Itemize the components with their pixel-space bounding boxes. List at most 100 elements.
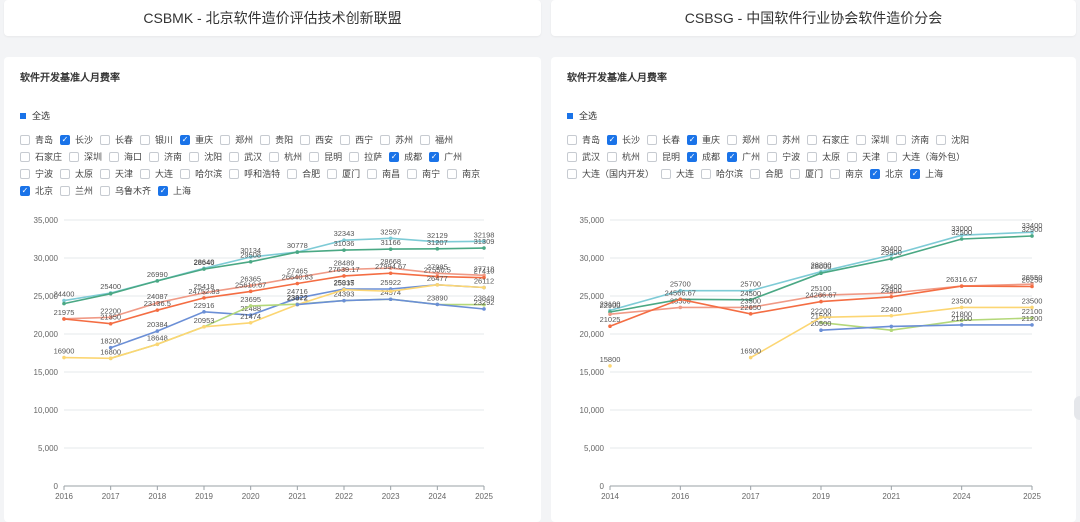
legend-item[interactable]: 南昌 bbox=[367, 167, 400, 180]
checkbox-icon[interactable] bbox=[767, 134, 778, 145]
checkbox-icon[interactable] bbox=[830, 168, 841, 179]
checkbox-checked-icon[interactable]: ✓ bbox=[607, 134, 618, 145]
data-point[interactable] bbox=[108, 345, 113, 350]
data-point[interactable] bbox=[342, 238, 346, 242]
legend-item[interactable]: ✓ 成都 bbox=[389, 150, 422, 163]
data-point[interactable] bbox=[155, 279, 160, 283]
legend-item[interactable]: ✓ 上海 bbox=[910, 167, 943, 180]
checkbox-icon[interactable] bbox=[647, 151, 658, 162]
legend-item[interactable]: 天津 bbox=[100, 167, 133, 180]
select-all-toggle[interactable]: 全选 bbox=[20, 109, 50, 122]
checkbox-icon[interactable] bbox=[349, 151, 360, 162]
checkbox-icon[interactable] bbox=[300, 134, 311, 145]
data-point[interactable] bbox=[435, 283, 440, 287]
data-point[interactable] bbox=[248, 259, 253, 264]
data-point[interactable] bbox=[1030, 305, 1034, 310]
legend-item[interactable]: ✓ 长沙 bbox=[607, 133, 640, 146]
data-point[interactable] bbox=[748, 288, 753, 293]
data-point[interactable] bbox=[482, 246, 486, 250]
data-point[interactable] bbox=[342, 298, 346, 303]
checkbox-icon[interactable] bbox=[260, 134, 271, 145]
data-point[interactable] bbox=[748, 312, 753, 316]
legend-item[interactable]: 宁波 bbox=[767, 150, 800, 163]
legend-item[interactable]: 昆明 bbox=[309, 150, 342, 163]
checkbox-checked-icon[interactable]: ✓ bbox=[180, 134, 191, 145]
data-point[interactable] bbox=[482, 302, 486, 307]
data-point[interactable] bbox=[608, 324, 612, 329]
series-广州[interactable]: 22200 24087 25418 26365 27465 28489 28668 27985… bbox=[62, 257, 494, 321]
data-point[interactable] bbox=[155, 329, 160, 333]
data-point[interactable] bbox=[819, 320, 823, 325]
legend-item[interactable]: 石家庄 bbox=[807, 133, 849, 146]
checkbox-icon[interactable] bbox=[60, 168, 71, 179]
data-point[interactable] bbox=[819, 328, 823, 333]
checkbox-icon[interactable] bbox=[807, 151, 818, 162]
checkbox-icon[interactable] bbox=[420, 134, 431, 145]
checkbox-checked-icon[interactable]: ✓ bbox=[158, 185, 169, 196]
data-point[interactable] bbox=[62, 301, 66, 306]
data-point[interactable] bbox=[248, 313, 253, 317]
data-point[interactable] bbox=[959, 318, 964, 323]
checkbox-icon[interactable] bbox=[607, 151, 618, 162]
data-point[interactable] bbox=[1030, 230, 1034, 234]
checkbox-icon[interactable] bbox=[727, 134, 738, 145]
data-point[interactable] bbox=[388, 247, 393, 251]
checkbox-icon[interactable] bbox=[309, 151, 320, 162]
checkbox-icon[interactable] bbox=[269, 151, 280, 162]
data-point[interactable] bbox=[108, 315, 113, 320]
legend-item[interactable]: 长春 bbox=[100, 133, 133, 146]
legend-item[interactable]: 武汉 bbox=[229, 150, 262, 163]
data-point[interactable] bbox=[889, 313, 894, 318]
checkbox-icon[interactable] bbox=[287, 168, 298, 179]
checkbox-icon[interactable] bbox=[767, 151, 778, 162]
legend-item[interactable]: ✓ 重庆 bbox=[687, 133, 720, 146]
legend-item[interactable]: 杭州 bbox=[269, 150, 302, 163]
data-point[interactable] bbox=[342, 267, 346, 272]
data-point[interactable] bbox=[295, 302, 300, 307]
data-point[interactable] bbox=[678, 305, 683, 310]
legend-item[interactable]: 大连（国内开发） bbox=[567, 167, 654, 180]
data-point[interactable] bbox=[155, 342, 160, 347]
data-point[interactable] bbox=[388, 289, 393, 294]
data-point[interactable] bbox=[295, 275, 300, 280]
checkbox-icon[interactable] bbox=[140, 134, 151, 145]
checkbox-icon[interactable] bbox=[69, 151, 80, 162]
data-point[interactable] bbox=[342, 287, 346, 292]
legend-item[interactable]: 郑州 bbox=[220, 133, 253, 146]
data-point[interactable] bbox=[62, 298, 66, 303]
data-point[interactable] bbox=[819, 315, 823, 320]
checkbox-icon[interactable] bbox=[189, 151, 200, 162]
data-point[interactable] bbox=[959, 233, 964, 237]
legend-item[interactable]: 拉萨 bbox=[349, 150, 382, 163]
data-point[interactable] bbox=[202, 324, 206, 329]
legend-item[interactable]: ✓ 重庆 bbox=[180, 133, 213, 146]
data-point[interactable] bbox=[388, 297, 393, 302]
checkbox-icon[interactable] bbox=[367, 168, 378, 179]
checkbox-icon[interactable] bbox=[380, 134, 391, 145]
checkbox-checked-icon[interactable]: ✓ bbox=[727, 151, 738, 162]
checkbox-icon[interactable] bbox=[20, 151, 30, 162]
checkbox-checked-icon[interactable]: ✓ bbox=[389, 151, 400, 162]
data-point[interactable] bbox=[889, 253, 894, 257]
checkbox-icon[interactable] bbox=[140, 168, 151, 179]
legend-item[interactable]: 大连（海外包） bbox=[887, 150, 965, 163]
data-point[interactable] bbox=[819, 293, 823, 298]
data-point[interactable] bbox=[295, 281, 300, 286]
data-point[interactable] bbox=[819, 299, 823, 304]
data-point[interactable] bbox=[1030, 316, 1034, 320]
data-point[interactable] bbox=[388, 236, 393, 241]
data-point[interactable] bbox=[435, 240, 440, 244]
legend-item[interactable]: 呼和浩特 bbox=[229, 167, 280, 180]
data-point[interactable] bbox=[819, 271, 823, 275]
checkbox-icon[interactable] bbox=[856, 134, 867, 145]
checkbox-icon[interactable] bbox=[567, 168, 577, 179]
checkbox-checked-icon[interactable]: ✓ bbox=[20, 185, 30, 196]
legend-item[interactable]: 厦门 bbox=[790, 167, 823, 180]
checkbox-icon[interactable] bbox=[936, 134, 947, 145]
data-point[interactable] bbox=[1030, 234, 1034, 238]
checkbox-icon[interactable] bbox=[149, 151, 160, 162]
legend-item[interactable]: 哈尔滨 bbox=[701, 167, 743, 180]
legend-item[interactable]: 武汉 bbox=[567, 150, 600, 163]
checkbox-icon[interactable] bbox=[327, 168, 338, 179]
data-point[interactable] bbox=[748, 305, 753, 310]
